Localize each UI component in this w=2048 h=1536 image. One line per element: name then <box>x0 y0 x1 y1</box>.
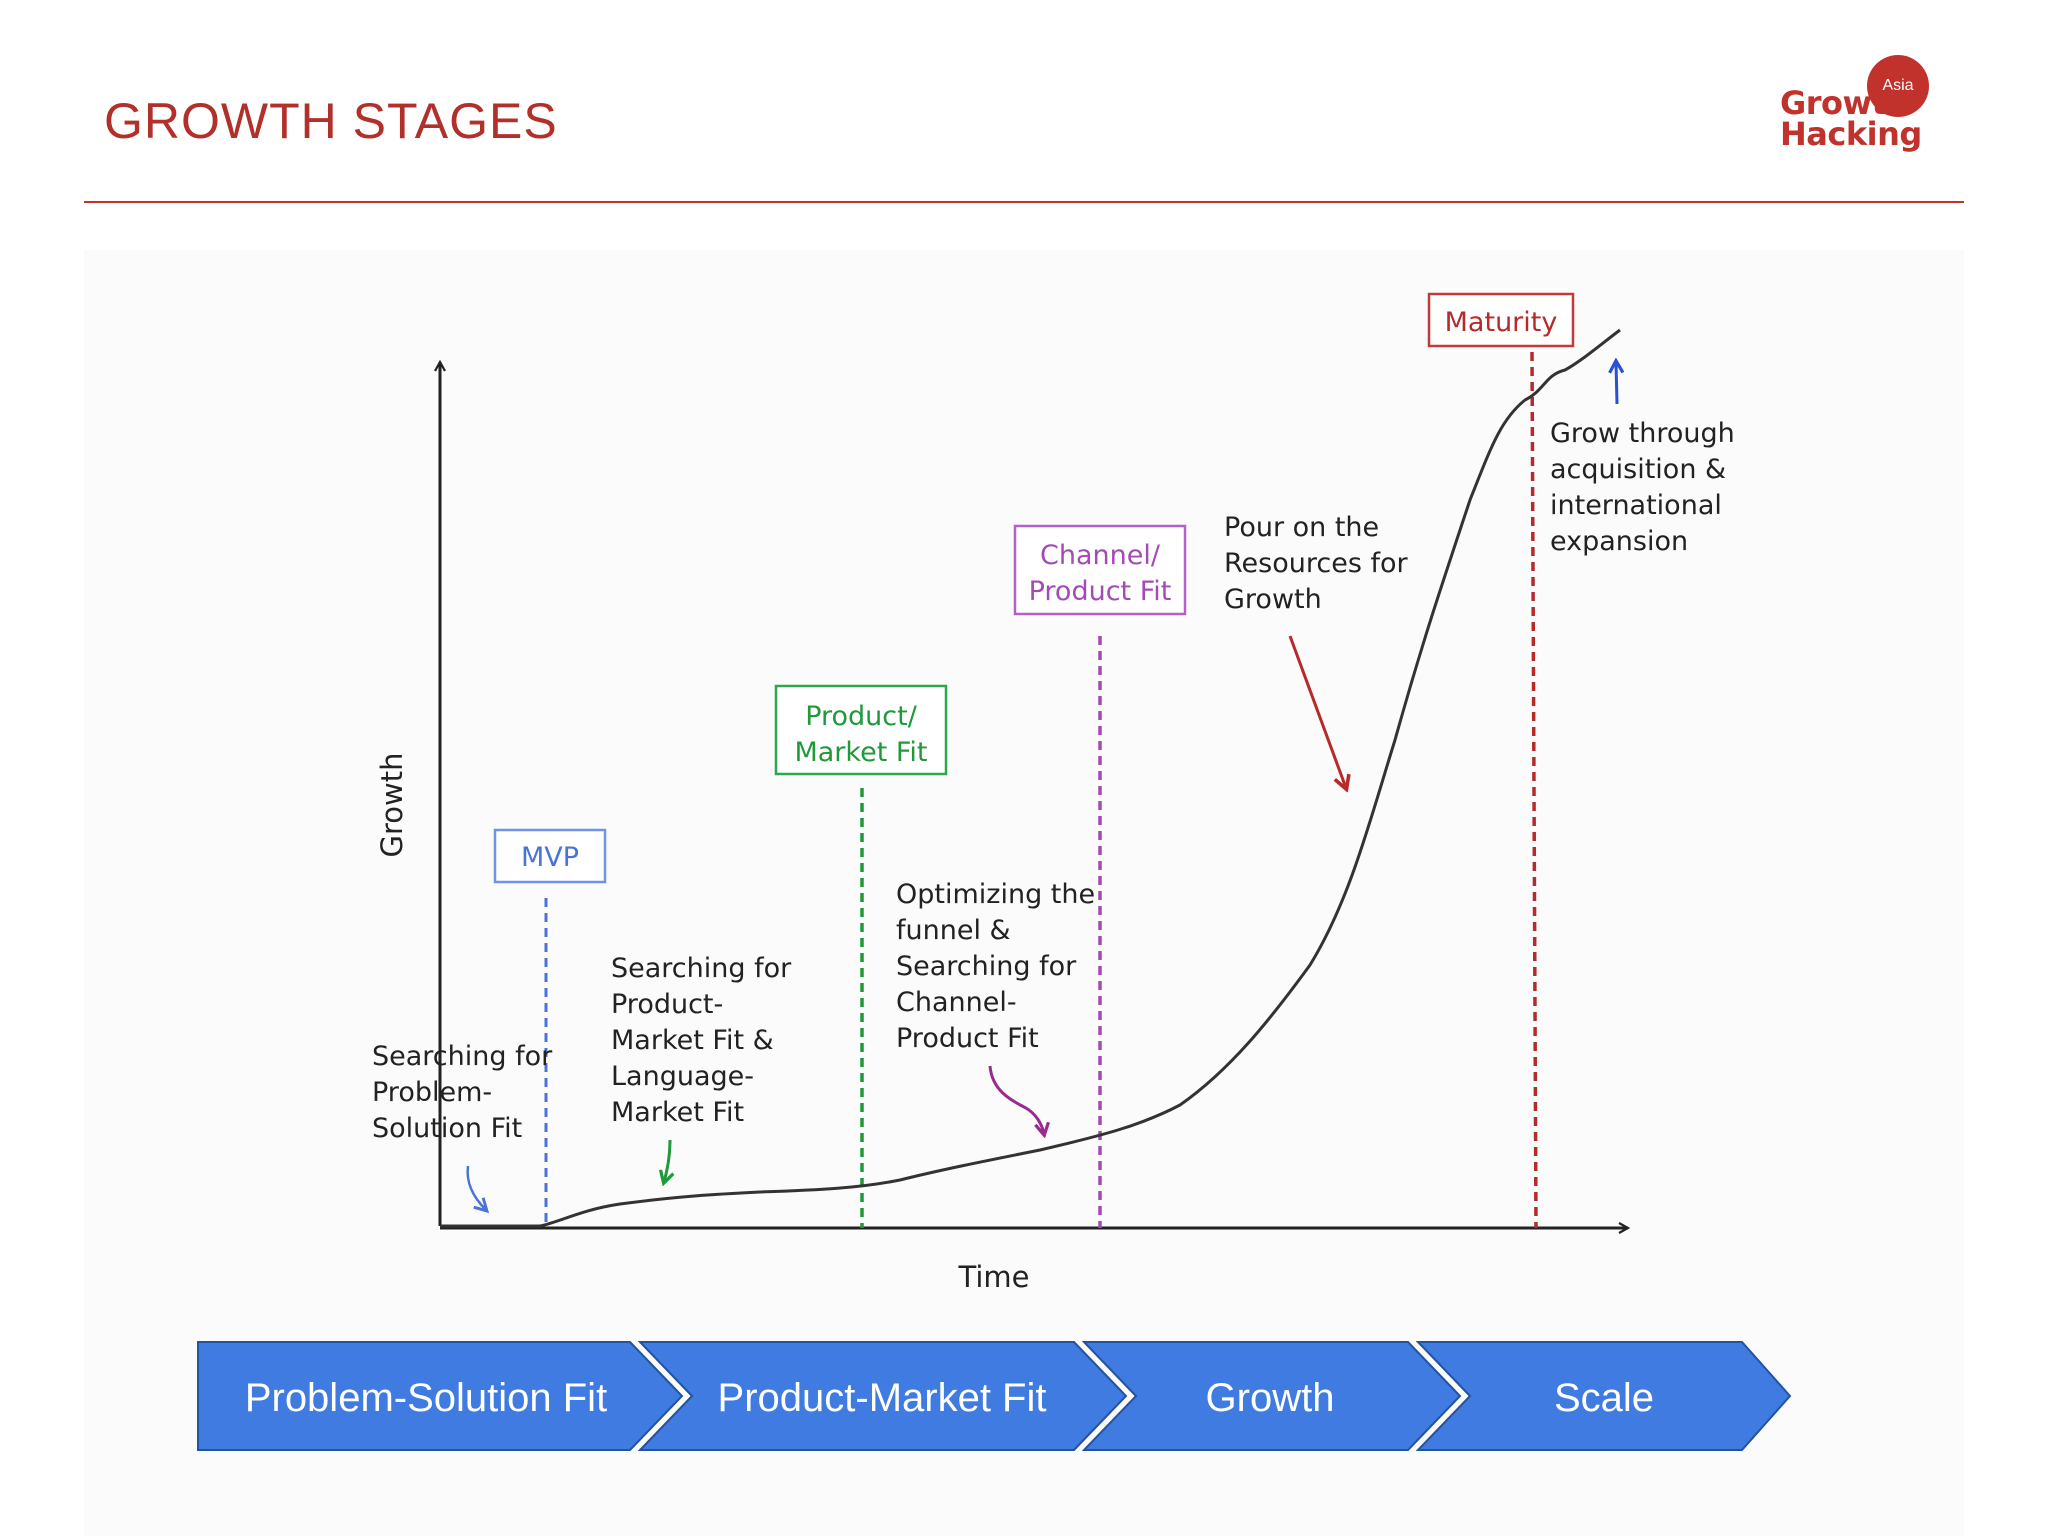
annotation-pour-resources: Pour on the Resources for Growth <box>1224 512 1408 788</box>
stage-chevron-product-market-fit: Product-Market Fit <box>637 1341 1128 1451</box>
annotation-grow-acquisition: Grow through acquisition & international… <box>1550 362 1735 557</box>
logo: Asia Growth Hacking <box>1770 52 1970 162</box>
stage-label: Growth <box>1206 1376 1335 1420</box>
y-axis-label: Growth <box>375 753 409 858</box>
annotation-line: international <box>1550 490 1722 521</box>
annotation-line: Optimizing the <box>896 879 1095 910</box>
milestone-line-maturity <box>1530 351 1538 1229</box>
stage-chevron-scale: Scale <box>1415 1341 1792 1451</box>
milestone-channel-product-fit-label-1: Channel/ <box>1040 540 1161 571</box>
annotation-line: Resources for <box>1224 548 1408 579</box>
annotation-line: Language- <box>611 1061 754 1092</box>
logo-text-line-1: Growth <box>1780 84 1909 122</box>
milestone-mvp-label: MVP <box>521 842 579 873</box>
growth-curve <box>440 328 1621 1228</box>
annotation-line: Searching for <box>611 953 792 984</box>
arrow-icon <box>466 1165 486 1210</box>
annotation-line: Product- <box>611 989 723 1020</box>
stage-chevron-growth: Growth <box>1081 1341 1462 1451</box>
annotation-line: Channel- <box>896 987 1017 1018</box>
annotation-line: expansion <box>1550 526 1688 557</box>
arrow-icon <box>988 1065 1044 1134</box>
annotation-line: Solution Fit <box>372 1113 522 1144</box>
annotation-line: Grow through <box>1550 418 1735 449</box>
stage-chevron-problem-solution-fit: Problem-Solution Fit <box>197 1341 684 1451</box>
stage-label: Problem-Solution Fit <box>245 1376 607 1420</box>
milestone-product-market-fit-label-2: Market Fit <box>794 737 927 768</box>
arrow-icon <box>1616 362 1617 405</box>
annotation-channel: Optimizing the funnel & Searching for Ch… <box>896 879 1095 1134</box>
arrow-icon <box>664 1139 670 1182</box>
stage-label: Product-Market Fit <box>718 1376 1047 1420</box>
annotation-problem-solution: Searching for Problem- Solution Fit <box>372 1041 553 1210</box>
stage-label: Scale <box>1554 1376 1654 1420</box>
milestone-mvp: MVP <box>493 828 607 884</box>
annotation-line: Product Fit <box>896 1023 1039 1054</box>
milestone-product-market-fit: Product/ Market Fit <box>774 684 948 776</box>
page-title: GROWTH STAGES <box>104 93 558 149</box>
diagram-area <box>84 250 1964 1536</box>
annotation-line: Market Fit & <box>611 1025 774 1056</box>
milestone-product-market-fit-label-1: Product/ <box>805 701 918 732</box>
x-axis-label: Time <box>958 1260 1030 1294</box>
annotation-line: Searching for <box>896 951 1077 982</box>
annotation-line: Problem- <box>372 1077 492 1108</box>
annotation-line: Growth <box>1224 584 1322 615</box>
arrow-icon <box>1288 635 1346 788</box>
header-divider <box>84 201 1964 203</box>
annotation-line: Market Fit <box>611 1097 744 1128</box>
milestone-channel-product-fit-label-2: Product Fit <box>1029 576 1172 607</box>
annotation-line: Searching for <box>372 1041 553 1072</box>
milestone-maturity-label: Maturity <box>1445 307 1558 338</box>
annotation-line: funnel & <box>896 915 1011 946</box>
annotation-line: Pour on the <box>1224 512 1379 543</box>
milestone-maturity: Maturity <box>1427 292 1575 348</box>
milestone-channel-product-fit: Channel/ Product Fit <box>1013 524 1187 616</box>
annotation-line: acquisition & <box>1550 454 1726 485</box>
annotation-product-market: Searching for Product- Market Fit & Lang… <box>611 953 792 1182</box>
logo-text-line-2: Hacking <box>1780 115 1922 153</box>
logo-badge: Asia <box>1867 55 1929 117</box>
